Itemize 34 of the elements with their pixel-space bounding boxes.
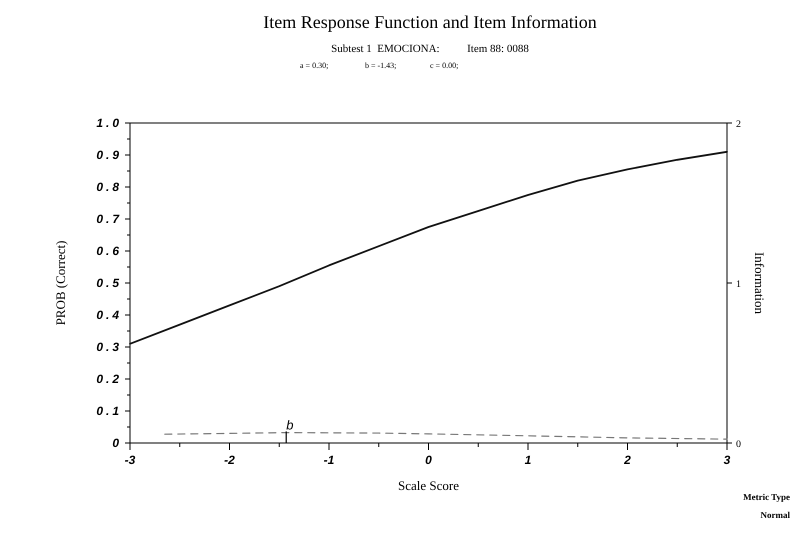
y2-tick-label: 1 xyxy=(736,279,741,290)
y-tick-label: 0.4 xyxy=(96,308,122,322)
y2-tick-label: 0 xyxy=(736,439,741,450)
y-tick-label: 1.0 xyxy=(96,116,122,130)
y-tick-label: 0.9 xyxy=(96,148,122,162)
y-tick-label: 0.7 xyxy=(96,212,122,226)
line-series xyxy=(129,150,728,345)
chart-title: Item Response Function and Item Information xyxy=(263,12,597,32)
text: c = 0.00; xyxy=(430,61,458,70)
x-tick-label: 3 xyxy=(724,453,731,467)
x-axis-title: Scale Score xyxy=(398,478,460,493)
y2-tick-label: 2 xyxy=(736,119,741,130)
x-tick-label: -3 xyxy=(124,453,136,467)
y-tick-label: 0.6 xyxy=(96,244,122,258)
y2-axis-title: Information xyxy=(752,252,767,315)
x-tick-label: 0 xyxy=(425,453,432,467)
y-tick-label: 0.2 xyxy=(96,372,122,386)
y-tick-label: 0 xyxy=(112,436,122,450)
chart-subtitle: Subtest 1 EMOCIONA: Item 88: 0088 xyxy=(331,43,530,55)
y-axis-title: PROB (Correct) xyxy=(53,240,68,326)
x-tick-label: 1 xyxy=(524,453,532,467)
text: Metric Type xyxy=(743,492,790,502)
annotation: b xyxy=(286,417,294,432)
text: Normal xyxy=(760,510,790,520)
text: a = 0.30; xyxy=(300,61,328,70)
y-tick-label: 0.3 xyxy=(96,340,122,354)
y-tick-label: 0.8 xyxy=(96,180,122,194)
text: b = -1.43; xyxy=(365,61,396,70)
y-tick-label: 0.5 xyxy=(96,276,122,290)
line-series xyxy=(164,432,728,440)
y-tick-label: 0.1 xyxy=(96,404,122,418)
x-tick-label: 2 xyxy=(623,453,632,467)
x-tick-label: -2 xyxy=(224,453,236,467)
x-tick-label: -1 xyxy=(324,453,335,467)
